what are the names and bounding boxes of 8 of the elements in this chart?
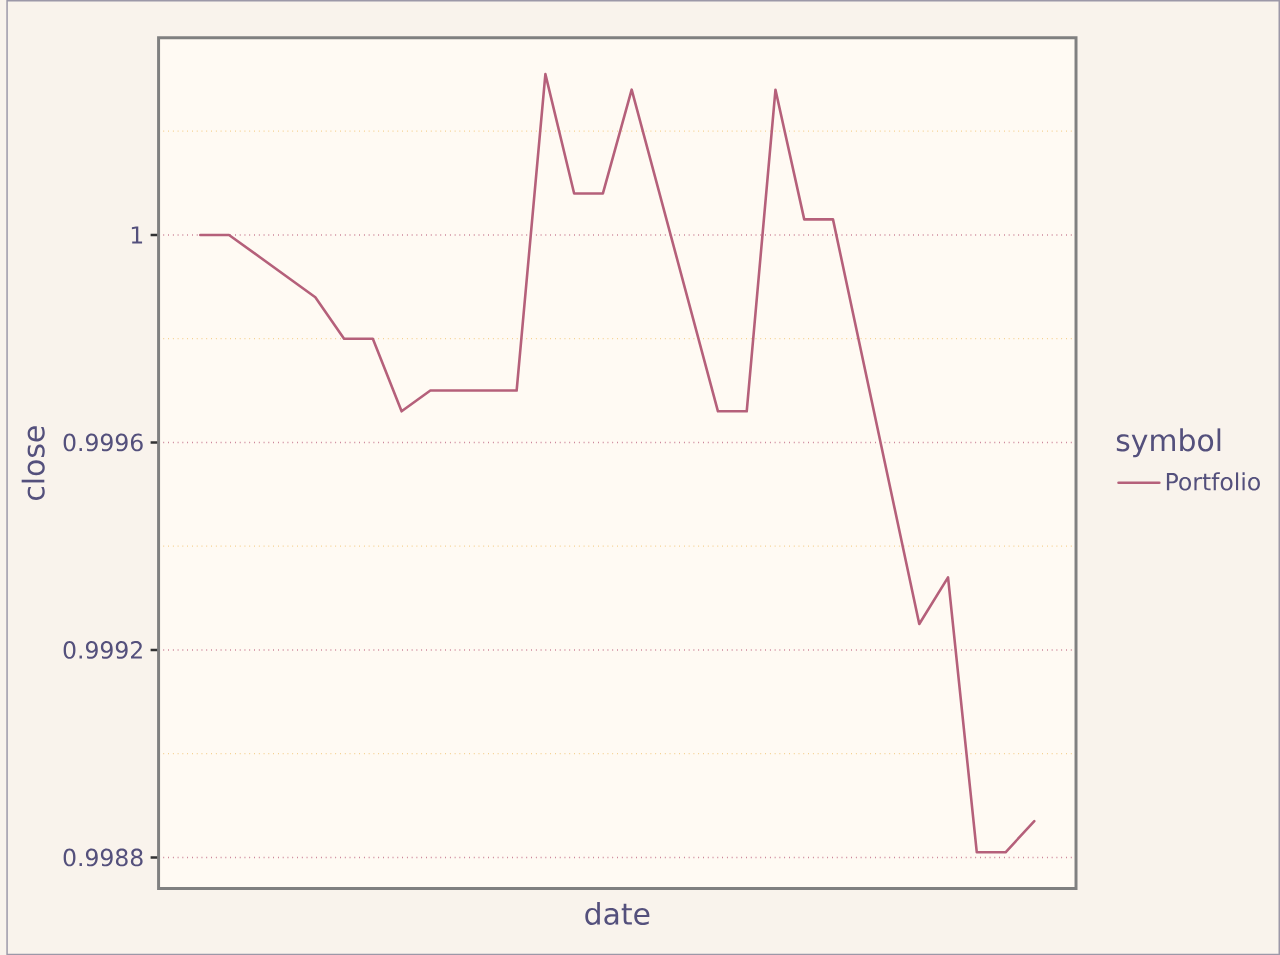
y-tick-label: 1 — [131, 226, 143, 244]
legend-title: symbol — [1116, 428, 1221, 458]
y-axis-title: close — [21, 426, 45, 500]
legend-label: Portfolio — [1166, 472, 1260, 491]
y-tick-label: 0.9992 — [63, 640, 142, 659]
y-tick-label: 0.9996 — [63, 433, 143, 452]
x-axis-title: date — [585, 901, 650, 925]
y-tick-label: 0.9988 — [63, 848, 143, 867]
